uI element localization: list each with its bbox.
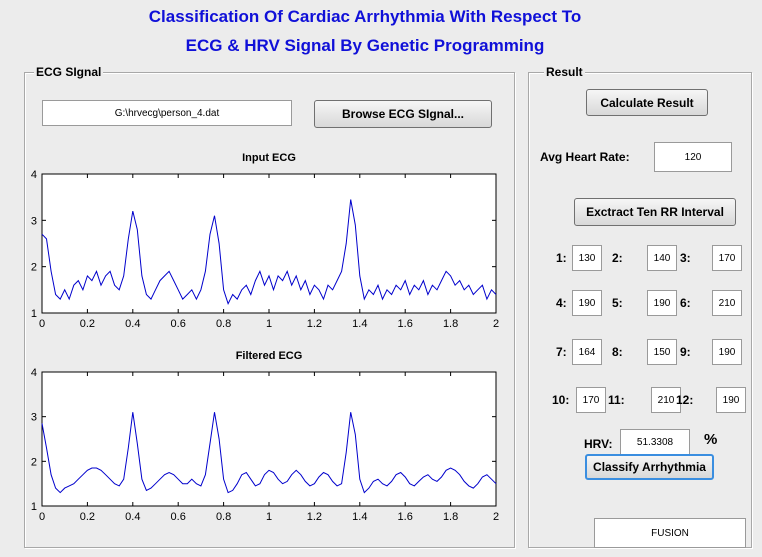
rr-label: 3:: [680, 251, 691, 265]
panel-label: Result: [544, 65, 585, 79]
x-tick-label: 0.4: [125, 318, 140, 330]
rr-label: 9:: [680, 345, 691, 359]
y-tick-label: 4: [31, 367, 37, 379]
rr-field[interactable]: 170: [576, 387, 606, 413]
hrv-unit: %: [704, 430, 718, 448]
classify-button[interactable]: Classify Arrhythmia: [585, 454, 714, 480]
title-line: ECG & HRV Signal By Genetic Programming: [185, 36, 545, 55]
result-field: FUSION: [594, 518, 746, 548]
rr-label: 6:: [680, 296, 691, 310]
plot-area: [41, 173, 497, 314]
x-tick-label: 0: [39, 318, 45, 330]
rr-field[interactable]: 190: [647, 290, 677, 316]
file-path-field[interactable]: G:\hrvecg\person_4.dat: [42, 100, 292, 126]
x-tick-label: 0.2: [80, 318, 95, 330]
y-tick-label: 4: [31, 169, 37, 181]
x-tick-label: 2: [493, 318, 499, 330]
x-tick-label: 2: [493, 511, 499, 523]
rr-field[interactable]: 190: [572, 290, 602, 316]
signal-line: [41, 199, 497, 306]
rr-field[interactable]: 210: [651, 387, 681, 413]
rr-label: 8:: [612, 345, 623, 359]
x-tick-label: 0.4: [125, 511, 140, 523]
x-tick-label: 1: [266, 318, 272, 330]
avg-heart-rate-field[interactable]: 120: [654, 142, 732, 172]
rr-label: 1:: [556, 251, 567, 265]
signal-line: [41, 412, 497, 494]
x-tick-label: 1.2: [307, 318, 322, 330]
y-tick-label: 2: [31, 456, 37, 468]
rr-label: 4:: [556, 296, 567, 310]
x-tick-label: 1.4: [352, 511, 367, 523]
avg-heart-rate-label: Avg Heart Rate:: [540, 150, 630, 164]
x-tick-label: 0.6: [171, 318, 186, 330]
browse-button[interactable]: Browse ECG SIgnal...: [314, 100, 492, 128]
rr-label: 7:: [556, 345, 567, 359]
hrv-field[interactable]: 51.3308: [620, 429, 690, 455]
x-tick-label: 1.6: [398, 318, 413, 330]
rr-field[interactable]: 190: [712, 339, 742, 365]
rr-field[interactable]: 170: [712, 245, 742, 271]
x-tick-label: 1: [266, 511, 272, 523]
x-tick-label: 0.8: [216, 318, 231, 330]
rr-label: 10:: [552, 393, 570, 407]
rr-field[interactable]: 140: [647, 245, 677, 271]
panel-label: ECG SIgnal: [34, 65, 104, 79]
rr-field[interactable]: 164: [572, 339, 602, 365]
x-tick-label: 1.8: [443, 511, 458, 523]
title-line: Classification Of Cardiac Arrhythmia Wit…: [148, 7, 582, 26]
rr-field[interactable]: 190: [716, 387, 746, 413]
rr-field[interactable]: 210: [712, 290, 742, 316]
plots: Input ECG 0 0.2 0.4 0.6 0.8 1 1.2 1.4 1.6 1.8 2 1 2 3 4…: [31, 152, 499, 523]
plot-title: Filtered ECG: [236, 350, 303, 362]
plot-title: Input ECG: [242, 152, 296, 164]
rr-label: 2:: [612, 251, 623, 265]
rr-label: 12:: [676, 393, 694, 407]
x-tick-label: 1.6: [398, 511, 413, 523]
y-tick-label: 1: [31, 308, 37, 320]
rr-field[interactable]: 130: [572, 245, 602, 271]
ecg-panel: [24, 72, 515, 548]
plot-area: [41, 371, 497, 507]
x-tick-label: 0.6: [171, 511, 186, 523]
x-tick-label: 0.8: [216, 511, 231, 523]
x-tick-label: 1.2: [307, 511, 322, 523]
rr-field[interactable]: 150: [647, 339, 677, 365]
calculate-button[interactable]: Calculate Result: [586, 89, 708, 116]
rr-label: 11:: [608, 393, 625, 407]
extract-button[interactable]: Exctract Ten RR Interval: [574, 198, 736, 226]
hrv-label: HRV:: [584, 437, 613, 451]
rr-label: 5:: [612, 296, 623, 310]
x-tick-label: 1.4: [352, 318, 367, 330]
y-tick-label: 2: [31, 262, 37, 274]
y-tick-label: 3: [31, 412, 37, 424]
y-tick-label: 1: [31, 501, 37, 513]
y-tick-label: 3: [31, 215, 37, 227]
x-tick-label: 0.2: [80, 511, 95, 523]
x-tick-label: 0: [39, 511, 45, 523]
x-tick-label: 1.8: [443, 318, 458, 330]
